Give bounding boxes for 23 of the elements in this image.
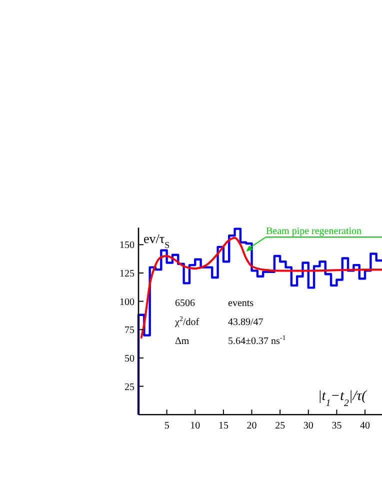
annotation: Δm — [175, 336, 190, 347]
annotation: 43.89/47 — [228, 317, 264, 328]
annotation: events — [228, 298, 254, 309]
y-tick-label: 125 — [120, 268, 134, 280]
x-tick-label: 30 — [303, 420, 314, 432]
x-tick-label: 35 — [332, 420, 342, 432]
x-axis-title: |t$_{1}$−t$_{2}$|/τ( — [318, 389, 368, 408]
x-tick-label: 25 — [275, 420, 286, 432]
y-axis-title: ev/τ$_{S}$ — [144, 231, 170, 250]
y-tick-label: 25 — [124, 382, 134, 393]
y-tick-label: 50 — [124, 353, 134, 364]
x-tick-label: 5 — [164, 420, 170, 432]
annotation: 6506 — [175, 298, 195, 309]
y-tick-label: 150 — [120, 240, 134, 252]
x-tick-label: 40 — [360, 420, 370, 432]
annotation: Beam pipe regeneration — [266, 226, 362, 237]
x-tick-label: 10 — [190, 420, 200, 432]
x-tick-label: 15 — [218, 420, 228, 432]
annotation: 5.64±0.37 ns$^{-1}$ — [228, 334, 286, 347]
y-tick-label: 75 — [124, 325, 134, 336]
y-tick-label: 100 — [120, 296, 134, 308]
x-tick-label: 20 — [246, 420, 257, 432]
annotation: χ$^{2}$/dof — [174, 315, 200, 328]
